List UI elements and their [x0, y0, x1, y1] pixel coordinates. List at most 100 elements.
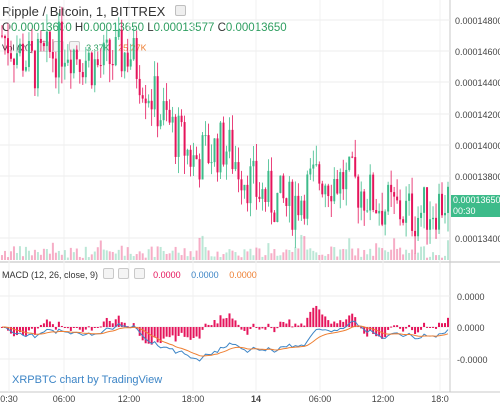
macd-histogram-bar [57, 321, 60, 327]
volume-value: 3.37K [86, 43, 110, 53]
volume-bar [234, 252, 237, 260]
volume-bar [201, 235, 204, 260]
volume-bar [117, 249, 120, 260]
macd-histogram-bar [207, 324, 210, 327]
candle-body [57, 21, 60, 78]
candle-body [291, 181, 294, 230]
candle-body [378, 210, 381, 214]
volume-bar [96, 247, 99, 260]
macd-histogram-bar [210, 325, 213, 327]
time-axis-label: 18:00 [181, 394, 205, 404]
candle-body [3, 36, 6, 39]
price-axis-label: 0.00014800 [455, 16, 500, 26]
time-axis-label: 12:00 [117, 394, 141, 404]
macd-histogram-bar [213, 320, 216, 327]
signal-line [2, 325, 449, 357]
volume-bar [138, 251, 141, 260]
candle-body [54, 58, 57, 78]
candle-body [309, 168, 312, 175]
candle-body [375, 209, 378, 214]
volume-bar [114, 253, 117, 260]
candle-body [48, 31, 51, 52]
price-axis-label: 0.00013800 [455, 172, 500, 182]
candle-body [12, 58, 15, 65]
candle-body [447, 186, 449, 213]
eye-icon[interactable] [102, 268, 114, 279]
candle-body [297, 195, 300, 216]
candle-body [426, 187, 429, 230]
volume-bar [417, 252, 420, 260]
macd-histogram-bar [165, 327, 168, 337]
macd-histogram-bar [63, 327, 66, 328]
candle-body [393, 192, 396, 197]
candle-body [360, 191, 363, 208]
settings-icon[interactable] [118, 268, 130, 279]
candle-body [183, 122, 186, 156]
volume-bar [402, 254, 405, 260]
volume-bar [135, 254, 138, 260]
volume-bar [447, 240, 449, 260]
candle-body [210, 162, 213, 164]
candle-body [240, 179, 243, 191]
macd-histogram-bar [336, 323, 339, 327]
volume-bar [315, 252, 318, 260]
volume-bar [111, 251, 114, 260]
candle-body [387, 184, 390, 212]
candle-body [93, 59, 96, 86]
volume-bar [168, 253, 171, 260]
volume-bar [75, 248, 78, 260]
close-icon[interactable] [133, 268, 145, 279]
candle-body [45, 31, 48, 47]
volume-bar [321, 254, 324, 260]
candle-body [39, 38, 42, 44]
candle-body [180, 115, 183, 123]
candle-body [117, 29, 120, 37]
candle-body [174, 116, 177, 157]
candle-body [330, 196, 333, 202]
candle-body [312, 164, 315, 169]
macd-histogram-bar [75, 327, 78, 328]
volume-bar [102, 249, 105, 260]
macd-histogram-bar [348, 315, 351, 327]
volume-bar [264, 255, 267, 260]
volume-bar [18, 246, 21, 260]
volume-bar [306, 249, 309, 260]
volume-bar [219, 257, 222, 260]
candle-body [111, 64, 114, 66]
settings-icon[interactable] [174, 5, 186, 16]
volume-bar [366, 254, 369, 260]
volume-bar [435, 255, 438, 260]
candle-body [108, 39, 111, 65]
volume-bar [156, 246, 159, 260]
macd-histogram-bar [198, 327, 201, 339]
candle-body [306, 174, 309, 219]
macd-histogram-bar [390, 326, 393, 328]
macd-histogram-bar [87, 326, 90, 328]
macd-histogram-bar [9, 327, 12, 334]
last-price-tag: 0.00013650 [451, 195, 500, 206]
volume-bar [162, 250, 165, 260]
volume-bar [12, 246, 15, 260]
volume-bar [432, 252, 435, 260]
candle-body [90, 52, 93, 86]
macd-histogram-bar [420, 327, 423, 330]
volume-bar [312, 250, 315, 260]
macd-histogram-bar [180, 327, 183, 333]
macd-histogram-bar [309, 311, 312, 327]
volume-bar [324, 255, 327, 260]
volume-bar [288, 250, 291, 260]
volume-bar [228, 249, 231, 260]
candle-body [411, 193, 414, 231]
candle-body [273, 212, 276, 222]
macd-histogram-bar [39, 324, 42, 327]
volume-bar [9, 251, 12, 260]
volume-bar [285, 249, 288, 260]
macd-histogram-bar [270, 327, 273, 329]
macd-histogram-bar [282, 321, 285, 327]
macd-histogram-bar [171, 327, 174, 336]
volume-bar [375, 243, 378, 260]
candle-body [186, 149, 189, 156]
macd-axis-label: 0.0000 [457, 323, 485, 333]
